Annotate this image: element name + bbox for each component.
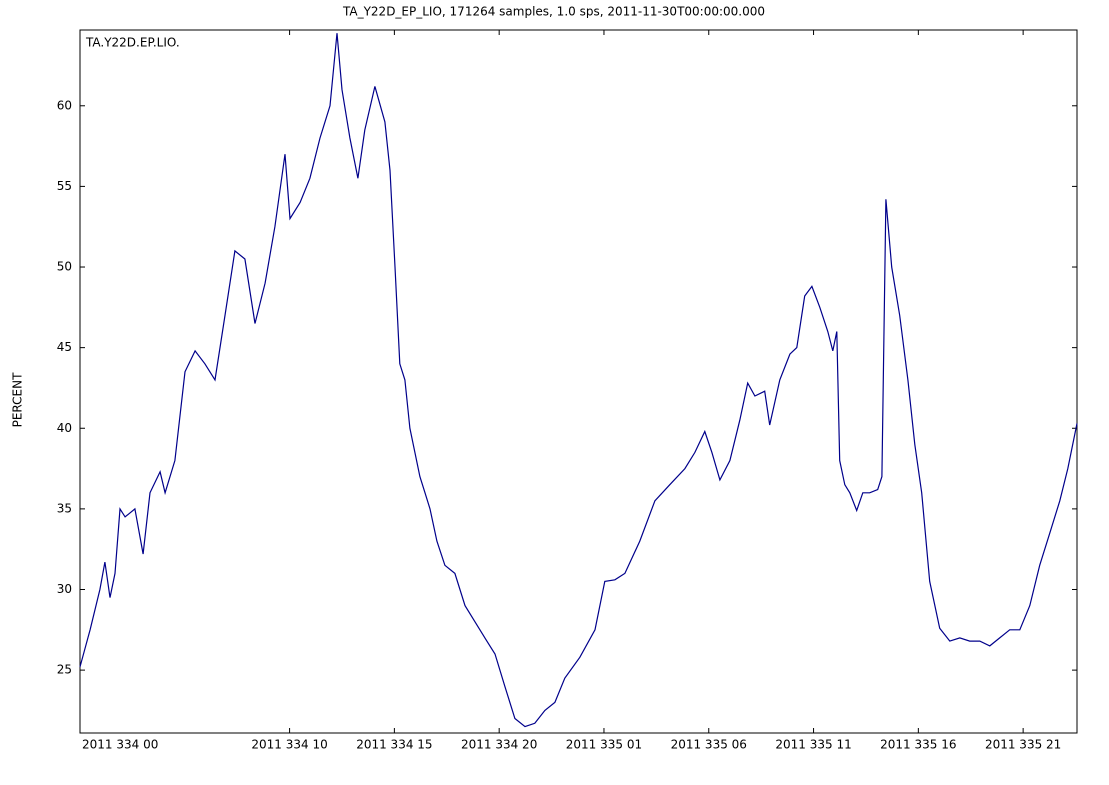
- chart-title: TA_Y22D_EP_LIO, 171264 samples, 1.0 sps,…: [342, 5, 765, 19]
- y-tick-label: 30: [57, 582, 72, 596]
- data-line: [79, 33, 1078, 728]
- y-axis-label: PERCENT: [11, 372, 25, 427]
- y-tick-label: 45: [57, 340, 72, 354]
- x-tick-label: 2011 334 00: [82, 738, 158, 752]
- x-tick-label: 2011 335 21: [985, 738, 1061, 752]
- x-tick-label: 2011 335 16: [880, 738, 956, 752]
- x-tick-label: 2011 334 15: [356, 738, 432, 752]
- annotation: TA.Y22D.EP.LIO.: [85, 36, 180, 50]
- x-tick-label: 2011 335 01: [566, 738, 642, 752]
- x-tick-label: 2011 335 06: [671, 738, 747, 752]
- y-tick-label: 55: [57, 179, 72, 193]
- y-tick-label: 40: [57, 421, 72, 435]
- x-tick-label: 2011 335 11: [775, 738, 851, 752]
- x-tick-label: 2011 334 10: [251, 738, 327, 752]
- y-tick-label: 25: [57, 663, 72, 677]
- plot-frame: [79, 29, 1078, 734]
- y-tick-label: 60: [57, 98, 72, 112]
- x-tick-label: 2011 334 20: [461, 738, 537, 752]
- y-tick-label: 35: [57, 501, 72, 515]
- y-tick-label: 50: [57, 260, 72, 274]
